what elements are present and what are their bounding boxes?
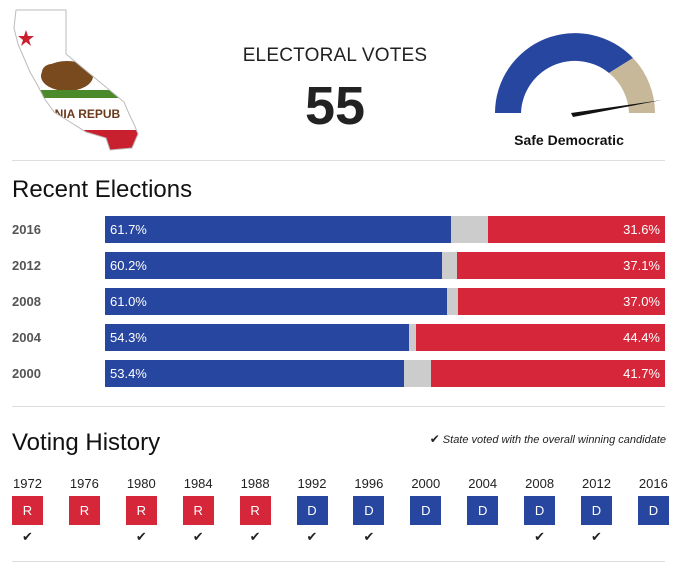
republican-badge: R	[12, 496, 43, 525]
election-year: 2012	[12, 258, 41, 273]
electoral-votes-value: 55	[304, 76, 366, 136]
divider	[12, 160, 665, 161]
check-icon: ✔	[306, 529, 318, 544]
republican-share	[416, 324, 665, 351]
other-share	[409, 324, 417, 351]
republican-percent: 41.7%	[623, 366, 660, 381]
election-result-bar: 53.4% 41.7%	[105, 360, 665, 387]
democratic-badge: D	[637, 496, 669, 525]
election-year: 2008	[12, 294, 41, 309]
other-share	[446, 288, 458, 315]
recent-elections-title: Recent Elections	[12, 176, 193, 203]
election-year: 2004	[12, 330, 41, 345]
check-icon: ✔	[534, 529, 546, 544]
republican-share	[457, 252, 665, 279]
election-year: 2000	[12, 366, 41, 381]
rating-gauge	[495, 33, 662, 117]
check-icon: ✔	[591, 529, 602, 544]
republican-share	[431, 360, 665, 387]
democratic-share	[105, 324, 410, 351]
democratic-badge: D	[524, 496, 556, 525]
check-icon: ✔	[249, 529, 261, 544]
other-share	[404, 360, 432, 387]
history-year: 1988	[240, 476, 270, 491]
election-result-bar: 54.3% 44.4%	[105, 324, 665, 351]
star-icon	[18, 30, 34, 46]
democratic-badge: D	[353, 496, 385, 525]
republican-badge: R	[125, 496, 157, 525]
democratic-percent: 60.2%	[110, 258, 147, 273]
check-icon: ✔	[363, 529, 375, 544]
election-year: 2016	[12, 222, 41, 237]
rating-label: Safe Democratic	[514, 132, 624, 148]
history-year: 2008	[525, 476, 555, 491]
democratic-share	[105, 252, 443, 279]
history-year: 2012	[582, 476, 611, 491]
democratic-badge: D	[581, 496, 612, 525]
history-year: 1992	[297, 476, 327, 491]
republican-percent: 37.1%	[623, 258, 660, 273]
check-icon: ✔	[192, 529, 204, 544]
history-year: 2004	[468, 476, 498, 491]
history-year: 2000	[411, 476, 441, 491]
election-result-bar: 61.0% 37.0%	[105, 288, 665, 315]
republican-badge: R	[68, 496, 100, 525]
history-year: 1972	[13, 476, 42, 491]
election-result-bar: 60.2% 37.1%	[105, 252, 665, 279]
democratic-percent: 61.7%	[110, 222, 147, 237]
republican-share	[488, 216, 665, 243]
history-year: 1984	[183, 476, 213, 491]
republican-percent: 44.4%	[623, 330, 660, 345]
check-icon: ✔	[22, 529, 33, 544]
democratic-badge: D	[467, 496, 499, 525]
republican-percent: 31.6%	[623, 222, 660, 237]
republican-share	[457, 288, 665, 315]
flag-text: RNIA REPUB	[46, 107, 121, 121]
history-year: 2016	[638, 476, 668, 491]
history-year: 1976	[69, 476, 99, 491]
democratic-percent: 61.0%	[110, 294, 147, 309]
history-year: 1980	[126, 476, 156, 491]
election-result-bar: 61.7% 31.6%	[105, 216, 665, 243]
democratic-share	[105, 288, 447, 315]
divider	[12, 561, 665, 562]
republican-badge: R	[239, 496, 271, 525]
check-icon: ✔	[135, 529, 147, 544]
democratic-percent: 53.4%	[110, 366, 147, 381]
republican-badge: R	[182, 496, 214, 525]
divider	[12, 406, 665, 407]
history-year: 1996	[354, 476, 384, 491]
electoral-votes-label: ELECTORAL VOTES	[242, 45, 428, 66]
democratic-badge: D	[410, 496, 442, 525]
voting-history-title: Voting History	[12, 429, 161, 456]
other-share	[442, 252, 458, 279]
democratic-share	[105, 216, 451, 243]
democratic-share	[105, 360, 405, 387]
winner-legend: ✔ State voted with the overall winning ca…	[420, 432, 666, 446]
republican-percent: 37.0%	[623, 294, 660, 309]
check-icon: ✔	[429, 432, 440, 446]
other-share	[450, 216, 489, 243]
state-flag-map: RNIA REPUB	[13, 9, 139, 151]
legend-text: State voted with the overall winning can…	[442, 434, 666, 446]
democratic-badge: D	[296, 496, 328, 525]
democratic-percent: 54.3%	[110, 330, 147, 345]
